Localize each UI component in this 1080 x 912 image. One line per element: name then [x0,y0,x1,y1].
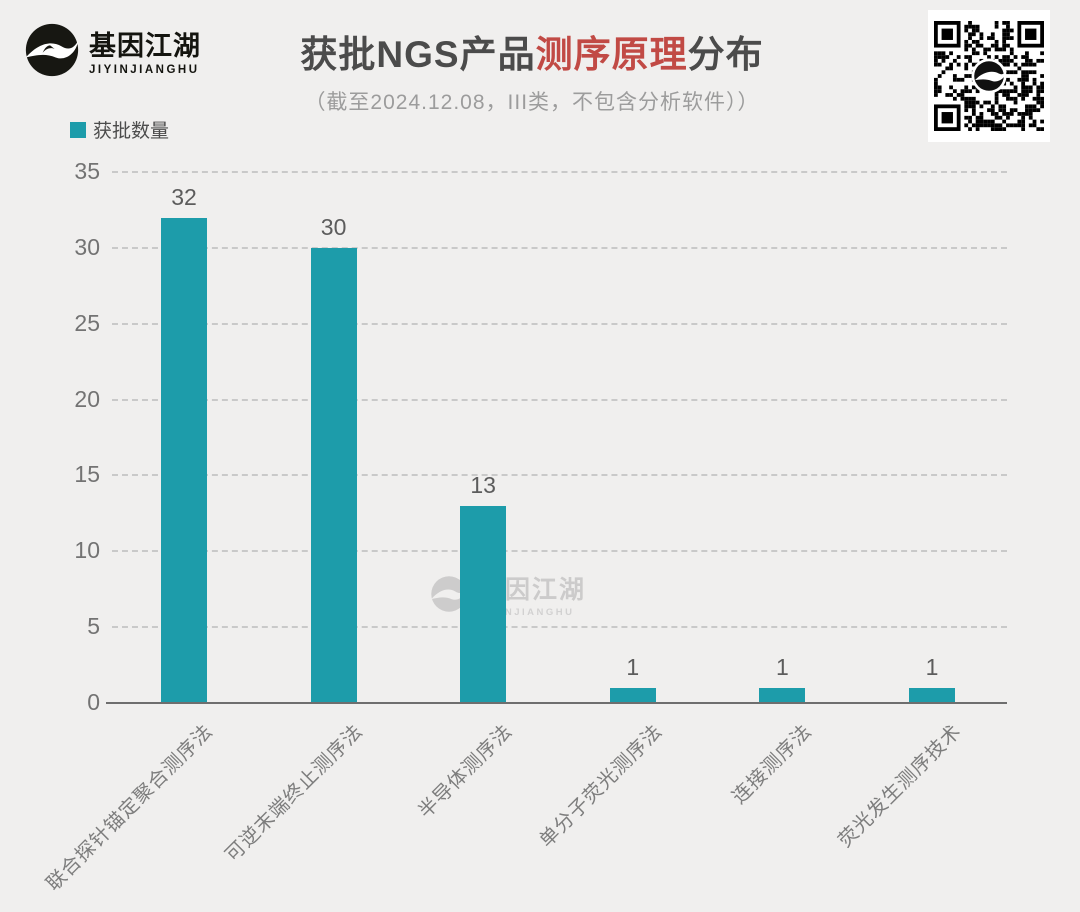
y-axis-label: 0 [87,689,100,715]
watermark: 基因江湖 JIYINJIANGHU [430,570,586,618]
bar-value-label: 1 [626,653,640,680]
brand-logo: 基因江湖 JIYINJIANGHU [24,22,201,78]
qr-code [928,10,1050,142]
gridline [112,474,1007,477]
watermark-romanized: JIYINJIANGHU [478,607,575,618]
brand-romanized: JIYINJIANGHU [89,64,200,76]
page-title: 获批NGS产品测序原理分布 [300,24,763,78]
bar-value-label: 1 [925,653,939,680]
qr-code-image [934,21,1044,131]
bar-value-label: 13 [470,471,496,498]
gridline [112,550,1007,553]
brand-name: 基因江湖 [89,31,201,61]
gridline [112,626,1007,629]
x-axis-label: 联合探针锚定聚合测序法 [42,720,218,896]
legend-swatch [70,121,86,138]
y-axis-label: 35 [74,158,100,184]
y-axis-label: 10 [74,537,100,564]
bar [609,687,656,703]
x-axis-label: 单分子荧光测序法 [535,720,667,852]
bar-value-label: 1 [775,653,789,680]
bar-value-label: 32 [171,183,197,210]
page-subtitle: （截至2024.12.08，III类，不包含分析软件）） [304,91,760,114]
x-axis-label: 半导体测序法 [414,720,518,823]
bar [759,687,806,703]
x-axis-label: 荧光发生测序技术 [834,720,966,852]
bar-value-label: 30 [320,213,347,240]
x-axis-label: 可逆末端终止测序法 [221,720,368,867]
x-axis-label: 连接测序法 [728,720,817,809]
bar [909,687,955,703]
y-axis-label: 20 [74,385,100,412]
gridline [112,398,1007,401]
gridline [112,171,1007,173]
title-highlight: 测序原理 [535,34,688,75]
bar [310,247,357,703]
legend-label: 获批数量 [93,121,170,142]
legend: 获批数量 [70,116,169,143]
title-suffix: 分布 [687,34,764,75]
watermark-logo-icon [431,576,467,612]
brand-logo-icon [25,23,79,77]
title-prefix: 获批NGS产品 [300,34,536,75]
y-axis-label: 15 [74,461,100,488]
gridline [112,246,1007,249]
bar [161,217,207,703]
y-axis-label: 5 [87,613,100,640]
y-axis-label: 30 [74,233,100,260]
x-axis-line [106,702,1007,704]
bar [460,505,507,703]
y-axis-label: 25 [74,309,100,336]
gridline [112,322,1007,325]
